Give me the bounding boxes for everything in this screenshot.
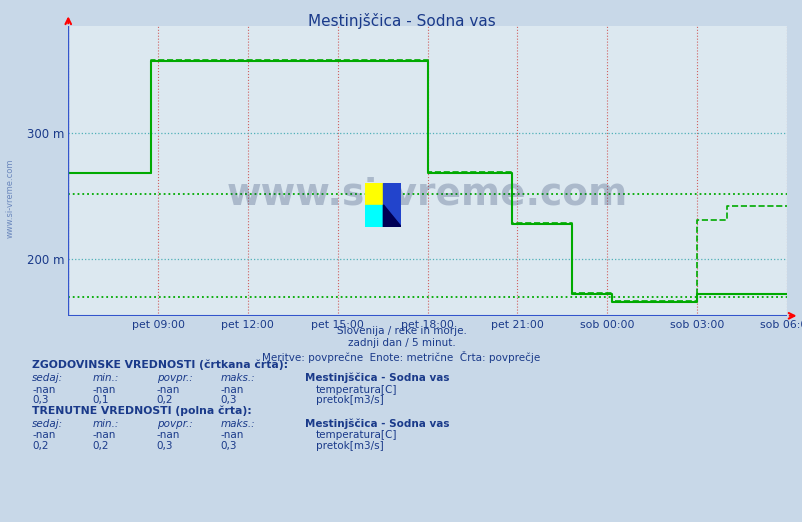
Text: temperatura[C]: temperatura[C] xyxy=(315,385,396,395)
Text: -nan: -nan xyxy=(221,385,244,395)
Text: Meritve: povprečne  Enote: metrične  Črta: povprečje: Meritve: povprečne Enote: metrične Črta:… xyxy=(262,351,540,363)
Text: 0,3: 0,3 xyxy=(221,395,237,405)
Polygon shape xyxy=(383,183,401,227)
Text: 0,2: 0,2 xyxy=(32,441,49,451)
Text: -nan: -nan xyxy=(92,385,115,395)
Text: www.si-vreme.com: www.si-vreme.com xyxy=(227,176,627,212)
Text: maks.:: maks.: xyxy=(221,373,255,383)
Text: Mestinjščica - Sodna vas: Mestinjščica - Sodna vas xyxy=(305,419,449,429)
Text: -nan: -nan xyxy=(156,431,180,441)
Bar xyxy=(365,183,383,205)
Text: Mestinjščica - Sodna vas: Mestinjščica - Sodna vas xyxy=(305,373,449,383)
Text: 0,3: 0,3 xyxy=(221,441,237,451)
Text: -nan: -nan xyxy=(156,385,180,395)
Text: Mestinjščica - Sodna vas: Mestinjščica - Sodna vas xyxy=(307,13,495,29)
Polygon shape xyxy=(383,205,401,227)
Text: -nan: -nan xyxy=(32,431,55,441)
Text: povpr.:: povpr.: xyxy=(156,419,192,429)
Text: pretok[m3/s]: pretok[m3/s] xyxy=(315,395,383,405)
Text: ZGODOVINSKE VREDNOSTI (črtkana črta):: ZGODOVINSKE VREDNOSTI (črtkana črta): xyxy=(32,360,288,370)
Bar xyxy=(365,205,383,227)
Text: 0,1: 0,1 xyxy=(92,395,109,405)
Text: pretok[m3/s]: pretok[m3/s] xyxy=(315,441,383,451)
Text: 0,2: 0,2 xyxy=(156,395,173,405)
Text: -nan: -nan xyxy=(221,431,244,441)
Text: TRENUTNE VREDNOSTI (polna črta):: TRENUTNE VREDNOSTI (polna črta): xyxy=(32,406,252,417)
Text: 0,2: 0,2 xyxy=(92,441,109,451)
Text: povpr.:: povpr.: xyxy=(156,373,192,383)
Text: Slovenija / reke in morje.: Slovenija / reke in morje. xyxy=(336,326,466,336)
Text: min.:: min.: xyxy=(92,419,119,429)
Text: 0,3: 0,3 xyxy=(32,395,49,405)
Text: sedaj:: sedaj: xyxy=(32,419,63,429)
Text: min.:: min.: xyxy=(92,373,119,383)
Text: sedaj:: sedaj: xyxy=(32,373,63,383)
Text: www.si-vreme.com: www.si-vreme.com xyxy=(6,159,15,238)
Text: 0,3: 0,3 xyxy=(156,441,173,451)
Text: temperatura[C]: temperatura[C] xyxy=(315,431,396,441)
Text: zadnji dan / 5 minut.: zadnji dan / 5 minut. xyxy=(347,338,455,348)
Text: maks.:: maks.: xyxy=(221,419,255,429)
Text: -nan: -nan xyxy=(92,431,115,441)
Text: -nan: -nan xyxy=(32,385,55,395)
